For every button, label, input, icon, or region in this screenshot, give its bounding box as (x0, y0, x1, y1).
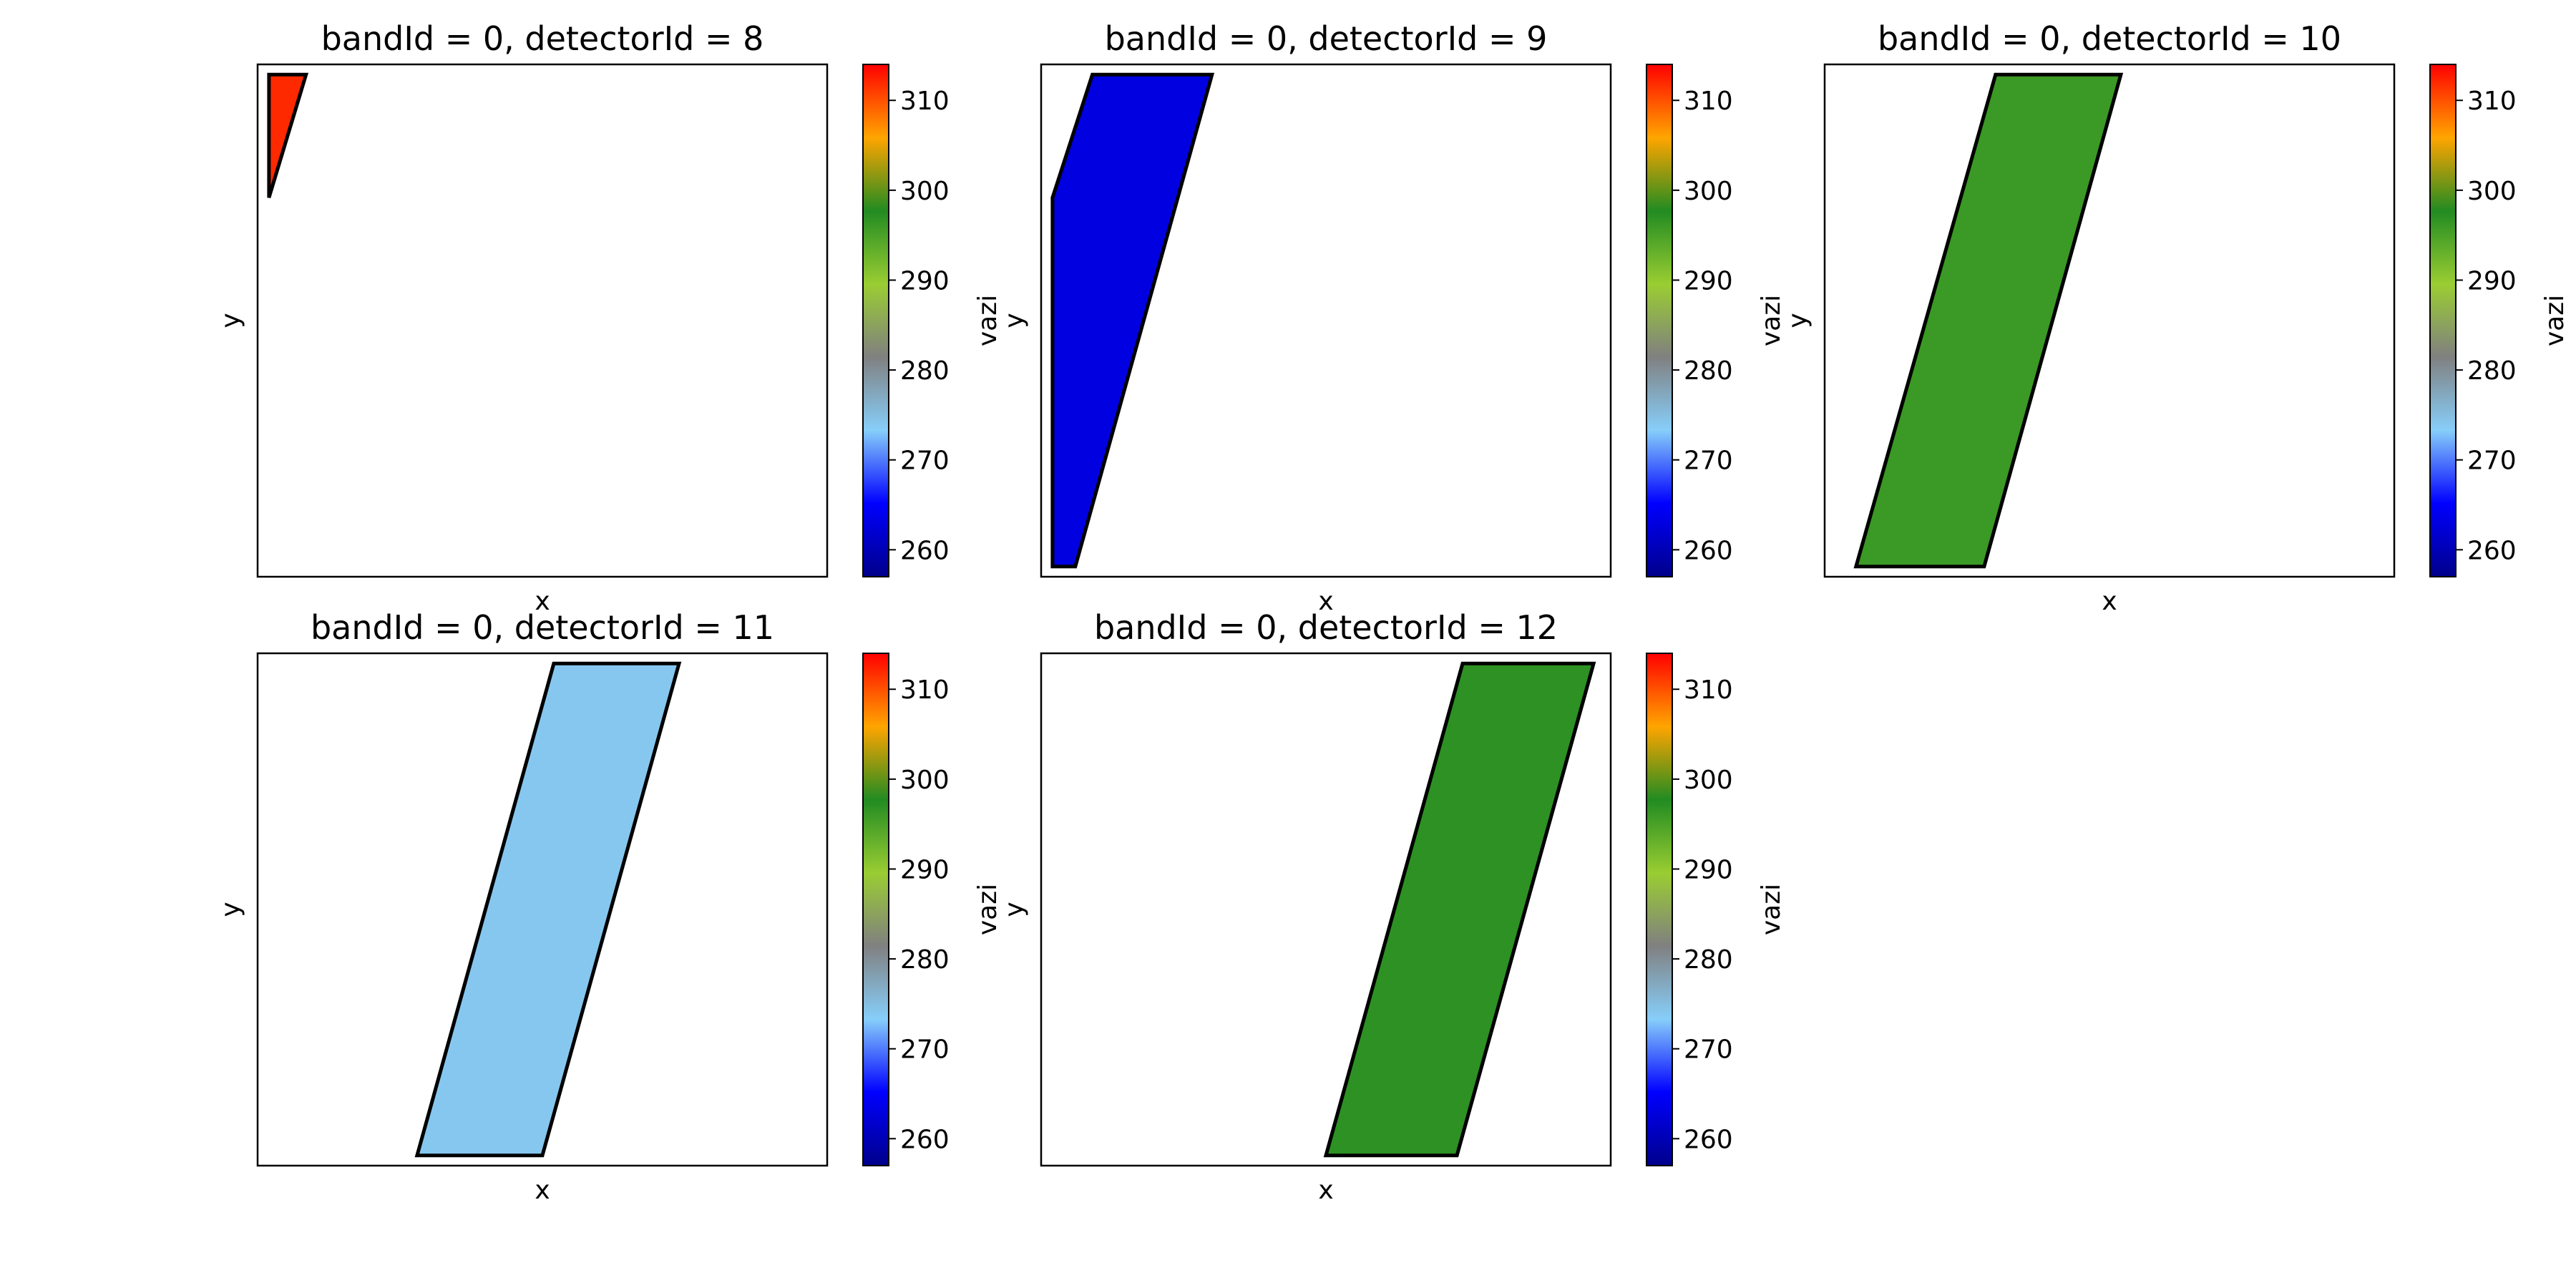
footprint-fill-2 (1855, 74, 2121, 567)
axes-frame-3 (256, 652, 829, 1167)
axes-frame-1 (1040, 63, 1612, 578)
y-axis-label-1: y (1000, 313, 1029, 328)
panel-0: bandId = 0, detectorId = 8 x y 260 270 280 290… (216, 19, 1002, 616)
colorbar-tick-label-0-4: 300 (900, 177, 950, 206)
colorbar-tick-label-0-2: 280 (900, 356, 950, 386)
footprint-outline-1 (1050, 72, 1215, 569)
colorbar-4 (1646, 653, 1673, 1166)
colorbar-tick-label-1-2: 280 (1684, 356, 1733, 386)
colorbar-label-2: vazi (2540, 295, 2570, 346)
footprint-outline-3 (414, 661, 682, 1158)
colorbar-tick-label-2-5: 310 (2467, 87, 2517, 116)
y-axis-label-3: y (216, 902, 245, 917)
axes-frame-2 (1823, 63, 2396, 578)
colorbar-tick-label-4-5: 310 (1684, 675, 1733, 705)
footprint-outline-2 (1853, 72, 2124, 569)
x-axis-label-0: x (535, 587, 550, 616)
colorbar-3 (862, 653, 889, 1166)
footprint-fill-1 (1052, 74, 1212, 567)
colorbar-2 (2429, 64, 2457, 577)
colorbar-tick-label-0-5: 310 (900, 87, 950, 116)
colorbar-label-4: vazi (1757, 884, 1786, 935)
panel-title-2: bandId = 0, detectorId = 10 (1878, 19, 2341, 58)
panel-1: bandId = 0, detectorId = 9 x y 260 270 280 290… (1000, 19, 1786, 616)
axes-frame-0 (256, 63, 829, 578)
y-axis-label-4: y (1000, 902, 1029, 917)
axes-frame-4 (1040, 652, 1612, 1167)
footprint-outline-0 (267, 72, 309, 198)
footprint-fill-3 (416, 663, 679, 1156)
colorbar-tick-label-4-1: 270 (1684, 1035, 1733, 1065)
colorbar-0 (862, 64, 889, 577)
colorbar-tick-label-2-4: 300 (2467, 177, 2517, 206)
colorbar-tick-label-3-1: 270 (900, 1035, 950, 1065)
colorbar-tick-label-3-4: 300 (900, 766, 950, 795)
colorbar-tick-label-4-2: 280 (1684, 945, 1733, 975)
colorbar-tick-label-1-4: 300 (1684, 177, 1733, 206)
y-axis-label-0: y (216, 313, 245, 328)
panel-3: bandId = 0, detectorId = 11 x y 260 270 280 29… (216, 608, 1002, 1205)
colorbar-tick-label-0-3: 290 (900, 266, 950, 296)
colorbar-tick-label-4-0: 260 (1684, 1125, 1733, 1154)
colorbar-1 (1646, 64, 1673, 577)
colorbar-tick-label-0-0: 260 (900, 536, 950, 565)
panel-4: bandId = 0, detectorId = 12 x y 260 270 280 29… (1000, 608, 1786, 1205)
colorbar-tick-label-1-5: 310 (1684, 87, 1733, 116)
colorbar-tick-label-3-5: 310 (900, 675, 950, 705)
colorbar-tick-label-2-3: 290 (2467, 266, 2517, 296)
colorbar-tick-label-4-4: 300 (1684, 766, 1733, 795)
x-axis-label-3: x (535, 1176, 550, 1205)
x-axis-label-1: x (1318, 587, 1333, 616)
colorbar-tick-label-2-0: 260 (2467, 536, 2517, 565)
colorbar-tick-label-3-0: 260 (900, 1125, 950, 1154)
panel-title-4: bandId = 0, detectorId = 12 (1094, 608, 1558, 647)
colorbar-tick-label-3-3: 290 (900, 855, 950, 884)
y-axis-label-2: y (1783, 313, 1813, 328)
colorbar-tick-label-0-1: 270 (900, 447, 950, 476)
colorbar-tick-label-1-1: 270 (1684, 447, 1733, 476)
colorbar-tick-label-2-2: 280 (2467, 356, 2517, 386)
colorbar-tick-label-1-3: 290 (1684, 266, 1733, 296)
colorbar-label-3: vazi (973, 884, 1002, 935)
footprint-fill-4 (1326, 663, 1594, 1156)
colorbar-label-1: vazi (1757, 295, 1786, 346)
panel-title-0: bandId = 0, detectorId = 8 (321, 19, 764, 58)
panel-2: bandId = 0, detectorId = 10 x y 260 270 280 29… (1783, 19, 2570, 616)
colorbar-tick-label-3-2: 280 (900, 945, 950, 975)
panel-title-1: bandId = 0, detectorId = 9 (1105, 19, 1548, 58)
x-axis-label-4: x (1318, 1176, 1333, 1205)
colorbar-label-0: vazi (973, 295, 1002, 346)
x-axis-label-2: x (2102, 587, 2117, 616)
colorbar-tick-label-4-3: 290 (1684, 855, 1733, 884)
colorbar-tick-label-1-0: 260 (1684, 536, 1733, 565)
panel-title-3: bandId = 0, detectorId = 11 (311, 608, 774, 647)
colorbar-tick-label-2-1: 270 (2467, 447, 2517, 476)
footprint-outline-4 (1323, 661, 1596, 1158)
